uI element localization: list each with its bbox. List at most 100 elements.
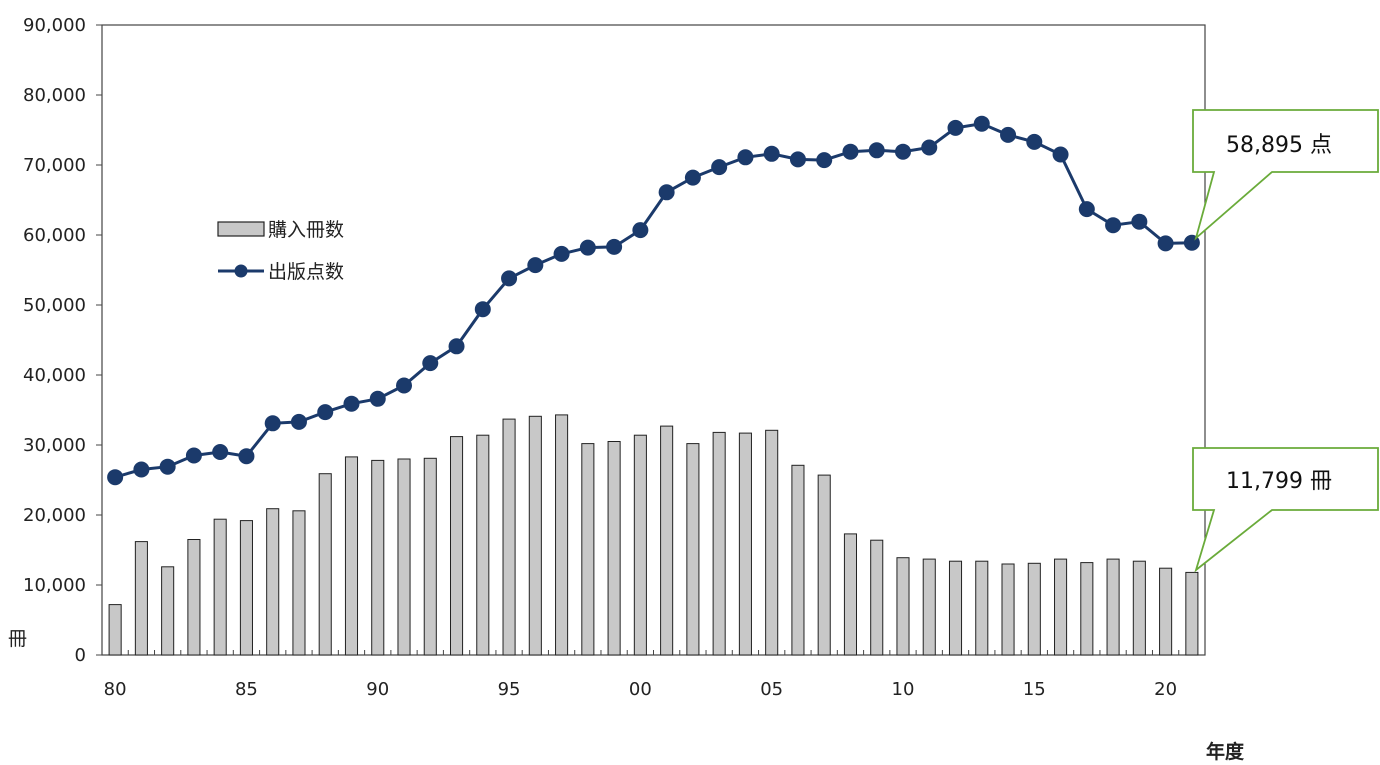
line-point <box>1157 235 1174 252</box>
bar <box>1159 567 1173 656</box>
bar <box>397 458 411 656</box>
line-point <box>238 448 255 465</box>
legend-bar-label: 購入冊数 <box>268 219 344 241</box>
line-point <box>474 301 491 318</box>
bar <box>266 508 280 656</box>
y-tick-label: 50,000 <box>23 295 86 316</box>
line-point <box>711 159 728 176</box>
bar <box>1027 562 1041 656</box>
line-value-callout: 58,895 点 <box>1192 109 1379 241</box>
bar <box>870 539 884 656</box>
bar <box>975 560 989 656</box>
bar <box>843 533 858 656</box>
line-point <box>185 447 202 464</box>
y-axis-unit: 冊 <box>8 628 27 650</box>
bar <box>765 429 779 656</box>
y-tick-label: 90,000 <box>23 15 86 36</box>
y-tick-label: 80,000 <box>23 85 86 106</box>
line-point <box>1052 146 1069 163</box>
x-tick-label: 90 <box>366 679 389 700</box>
line-callout-bubble <box>1192 109 1379 241</box>
bar <box>292 510 306 656</box>
line-point <box>894 143 911 160</box>
line-point <box>553 245 570 262</box>
bar <box>686 443 700 656</box>
bar <box>423 457 437 656</box>
y-tick-label: 10,000 <box>23 575 86 596</box>
y-tick-label: 60,000 <box>23 225 86 246</box>
line-point <box>658 184 675 201</box>
bar <box>476 434 490 656</box>
bar <box>213 518 227 656</box>
line-point <box>606 238 623 255</box>
y-tick-label: 30,000 <box>23 435 86 456</box>
line-point <box>290 413 307 430</box>
line-point <box>1105 217 1122 234</box>
x-tick-label: 80 <box>104 679 127 700</box>
line-point <box>632 222 649 239</box>
bar <box>607 441 621 656</box>
x-tick-label: 20 <box>1154 679 1177 700</box>
bar <box>239 520 253 656</box>
line-point <box>501 270 518 287</box>
legend-line-label: 出版点数 <box>268 261 344 283</box>
bar <box>660 425 674 656</box>
bar <box>134 541 148 656</box>
line-point <box>921 139 938 156</box>
bar <box>581 443 595 656</box>
line-point <box>396 377 413 394</box>
x-tick-label: 95 <box>498 679 521 700</box>
x-tick-label: 05 <box>760 679 783 700</box>
line-point <box>947 119 964 136</box>
bar <box>1132 560 1146 656</box>
line-callout-text: 58,895 点 <box>1226 133 1332 158</box>
x-tick-label: 10 <box>892 679 915 700</box>
line-point <box>107 469 124 486</box>
bar <box>528 415 542 656</box>
bar <box>161 566 175 656</box>
bar <box>1106 558 1120 656</box>
line-point <box>343 395 360 412</box>
bar <box>1185 571 1199 656</box>
bar <box>318 473 332 656</box>
line-point <box>868 142 885 159</box>
bar-callout-bubble <box>1192 447 1379 573</box>
y-axis: 0 10,000 20,000 30,000 40,000 50,000 60,000 70,… <box>23 15 102 666</box>
line-point <box>264 415 281 432</box>
line-point <box>789 151 806 168</box>
legend: 購入冊数 出版点数 <box>217 219 344 283</box>
bar <box>1054 558 1068 656</box>
line-point <box>133 461 150 478</box>
bar-series <box>108 414 1199 656</box>
bar <box>633 434 647 656</box>
bar <box>948 560 963 656</box>
bar-callout-text: 11,799 冊 <box>1226 469 1332 494</box>
x-tick-label: 15 <box>1023 679 1046 700</box>
bar <box>712 431 726 656</box>
line-point <box>1000 126 1017 143</box>
y-tick-label: 40,000 <box>23 365 86 386</box>
x-tick-label: 85 <box>235 679 258 700</box>
legend-line-marker <box>234 264 248 278</box>
line-point <box>842 143 859 160</box>
bar <box>922 558 936 656</box>
line-point <box>816 152 833 169</box>
bar <box>371 459 385 656</box>
bar <box>817 474 831 656</box>
line-point <box>212 444 229 460</box>
line-point <box>579 239 596 256</box>
bar <box>187 539 201 656</box>
line-point <box>763 145 780 162</box>
y-tick-label: 0 <box>75 645 86 666</box>
line-point <box>317 404 334 421</box>
bar <box>896 557 910 656</box>
bar <box>738 432 752 656</box>
bar <box>449 436 464 656</box>
bar <box>344 456 359 656</box>
bar <box>502 418 516 656</box>
line-point <box>1131 213 1148 230</box>
line-point <box>1026 133 1043 150</box>
x-axis-label: 年度 <box>1206 740 1245 763</box>
